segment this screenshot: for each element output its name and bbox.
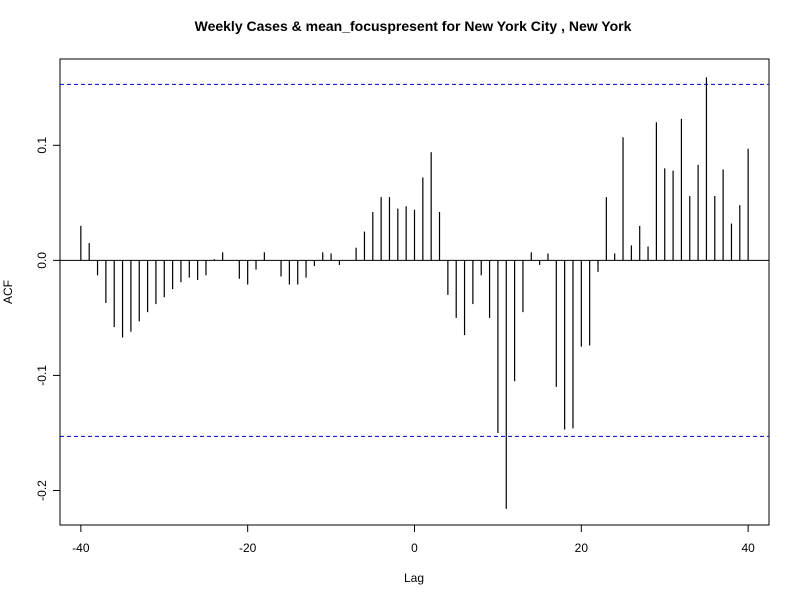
acf-stems	[80, 77, 749, 509]
x-tick-label: 40	[741, 541, 755, 555]
x-axis-label: Lag	[404, 571, 424, 585]
x-axis: -40 -20 0 20 40	[72, 524, 755, 555]
x-tick-label: 20	[575, 541, 589, 555]
y-tick-label: -0.2	[35, 480, 49, 501]
y-tick-label: 0.0	[35, 252, 49, 269]
y-axis: -0.2 -0.1 0.0 0.1	[35, 137, 61, 501]
plot-frame	[59, 58, 770, 526]
chart-title: Weekly Cases & mean_focuspresent for New…	[195, 18, 632, 34]
x-tick-label: -20	[239, 541, 257, 555]
reference-lines	[60, 83, 769, 437]
x-tick-label: 0	[411, 541, 418, 555]
y-tick-label: -0.1	[35, 365, 49, 386]
x-tick-label: -40	[72, 541, 90, 555]
y-axis-label: ACF	[1, 280, 15, 304]
y-tick-label: 0.1	[35, 137, 49, 154]
